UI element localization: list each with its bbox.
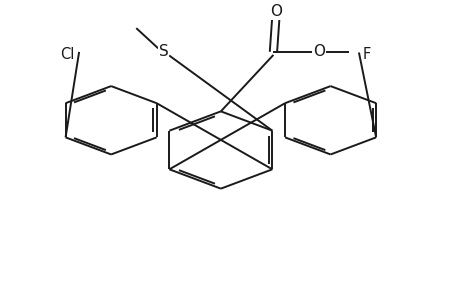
Text: O: O: [313, 44, 325, 59]
Text: F: F: [362, 47, 370, 62]
Text: O: O: [269, 4, 281, 19]
Text: S: S: [158, 44, 168, 59]
Text: Cl: Cl: [61, 47, 75, 62]
